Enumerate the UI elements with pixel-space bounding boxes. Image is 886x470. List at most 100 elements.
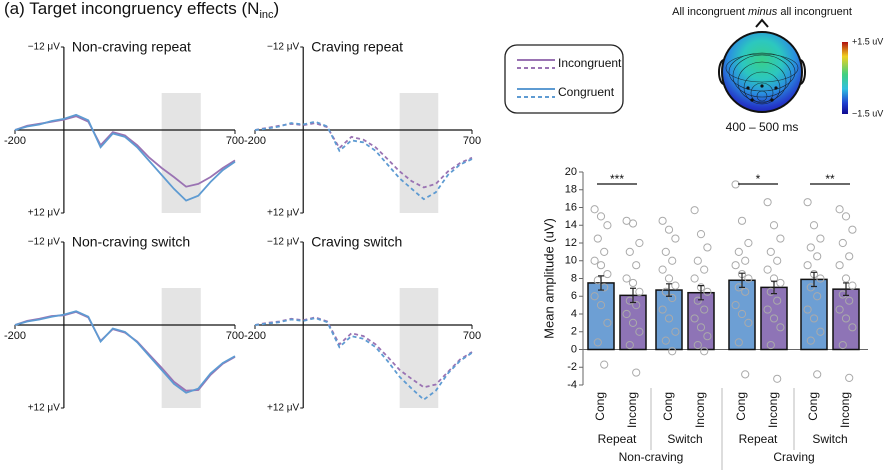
data-point (690, 274, 699, 283)
erp-line (14, 115, 236, 188)
data-point (668, 293, 677, 303)
data-point (700, 265, 709, 274)
x-tick-label: 700 (226, 135, 244, 147)
topomap-title-em: minus (748, 6, 778, 18)
title-text: (a) Target incongruency effects (N (4, 0, 259, 18)
data-point (766, 247, 775, 256)
data-point (773, 296, 782, 305)
erp-line (254, 316, 473, 389)
error-bar (666, 283, 672, 297)
x-tick-label: Incong (838, 392, 852, 428)
data-point (590, 292, 599, 301)
data-point (661, 247, 670, 256)
x-tick-label: -200 (244, 135, 266, 147)
data-point (690, 314, 699, 323)
data-point (766, 340, 775, 350)
data-point (628, 318, 638, 327)
topomap-caption: 400 – 500 ms (726, 120, 799, 134)
data-point (773, 256, 782, 265)
y-tick-label: 16 (565, 201, 577, 213)
data-point (658, 305, 667, 314)
colorbar (842, 42, 848, 114)
data-point (703, 243, 712, 252)
data-point (596, 301, 606, 310)
panel-title: Craving switch (311, 234, 402, 250)
x-tick-label: 700 (226, 330, 244, 342)
figure-title: (a) Target incongruency effects (Ninc) (4, 0, 279, 21)
data-point (693, 256, 702, 265)
data-point (835, 261, 844, 270)
x-tick-label: 700 (463, 330, 481, 342)
data-point (744, 238, 753, 248)
data-point (845, 296, 854, 305)
data-point (763, 305, 772, 314)
data-point (632, 261, 641, 270)
erp-line (254, 120, 473, 201)
data-point (776, 234, 785, 243)
data-point (803, 261, 812, 270)
y-tick-label: −12 μV (267, 42, 300, 53)
error-bar (811, 271, 817, 288)
data-point (635, 238, 644, 248)
panel-title: Non-craving switch (72, 234, 190, 250)
data-point (690, 206, 699, 215)
data-point (841, 212, 851, 221)
erp-line (14, 310, 236, 394)
shade (399, 93, 439, 213)
data-point (776, 323, 785, 332)
data-point (741, 256, 750, 265)
data-point (731, 261, 740, 270)
data-point (668, 347, 677, 356)
data-point (809, 221, 819, 230)
data-point (625, 247, 634, 256)
data-point (664, 274, 674, 283)
y-tick-label: +12 μV (28, 208, 61, 219)
data-point (848, 281, 857, 290)
data-point (593, 338, 602, 347)
x-tick-label: Cong (593, 392, 607, 421)
data-point (600, 360, 609, 369)
data-point (731, 301, 740, 310)
data-point (741, 287, 750, 296)
data-point (848, 225, 857, 234)
group-label: Switch (667, 432, 702, 446)
data-point (693, 340, 702, 350)
sig-label: ** (825, 172, 835, 186)
erp-line (254, 317, 473, 401)
data-point (632, 301, 641, 310)
y-tick-label: 20 (565, 166, 577, 178)
data-point (803, 198, 812, 207)
panel-title: Craving repeat (311, 39, 403, 55)
y-tick-label: −12 μV (267, 237, 300, 248)
x-tick-label: Cong (661, 392, 675, 421)
y-tick-label: 14 (565, 219, 577, 231)
data-point (628, 278, 638, 288)
data-point (668, 256, 677, 265)
data-point (693, 296, 702, 305)
data-point (590, 256, 599, 265)
data-point (658, 265, 667, 274)
data-point (773, 374, 782, 383)
data-point (590, 205, 599, 214)
data-point (806, 283, 815, 292)
x-tick-label: Incong (766, 392, 780, 428)
supergroup-label: Craving (773, 450, 814, 464)
title-subscript: inc (259, 9, 274, 21)
data-point (635, 287, 644, 296)
y-tick-label: 12 (565, 237, 577, 249)
data-point (734, 247, 743, 256)
erp-line (254, 122, 473, 189)
data-point (628, 219, 638, 228)
data-point (696, 323, 706, 332)
sig-label: * (756, 172, 761, 186)
data-point (596, 261, 606, 270)
data-point (696, 230, 706, 239)
panel-title: Non-craving repeat (72, 39, 191, 55)
bar (760, 286, 788, 351)
data-point (603, 318, 612, 327)
x-tick-label: Cong (734, 392, 748, 421)
y-tick-label: +12 μV (28, 403, 61, 414)
title-end: ) (274, 0, 280, 18)
data-point (671, 281, 680, 290)
